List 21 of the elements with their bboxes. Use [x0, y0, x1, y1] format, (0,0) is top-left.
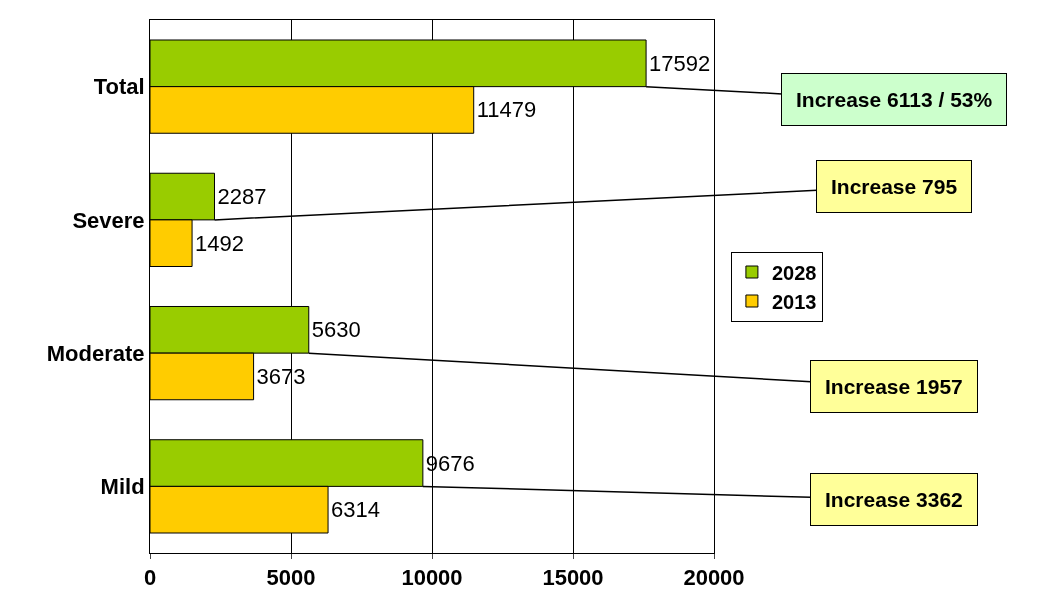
y-tick-label: Severe	[72, 207, 145, 233]
annotation: Increase 6113 / 53%	[796, 88, 993, 111]
annotation: Increase 795	[831, 175, 958, 198]
annotation: Increase 3362	[825, 488, 963, 511]
legend-label: 2028	[771, 261, 817, 284]
data-label: 1492	[195, 230, 245, 256]
data-label: 6314	[331, 497, 380, 523]
legend-label: 2013	[771, 290, 817, 313]
y-tick-label: Mild	[100, 474, 145, 500]
y-tick-label: Moderate	[46, 340, 145, 366]
annotation: Increase 1957	[825, 375, 963, 398]
x-tick-label: 15000	[542, 565, 604, 591]
x-tick-label: 0	[143, 565, 157, 591]
x-tick-label: 20000	[683, 565, 745, 591]
data-label: 5630	[311, 317, 361, 343]
data-label: 11479	[476, 97, 537, 123]
x-tick-label: 10000	[401, 565, 463, 591]
x-tick-label: 5000	[266, 565, 316, 591]
data-label: 2287	[217, 184, 267, 210]
y-tick-label: Total	[93, 74, 145, 100]
data-label: 17592	[649, 50, 711, 76]
